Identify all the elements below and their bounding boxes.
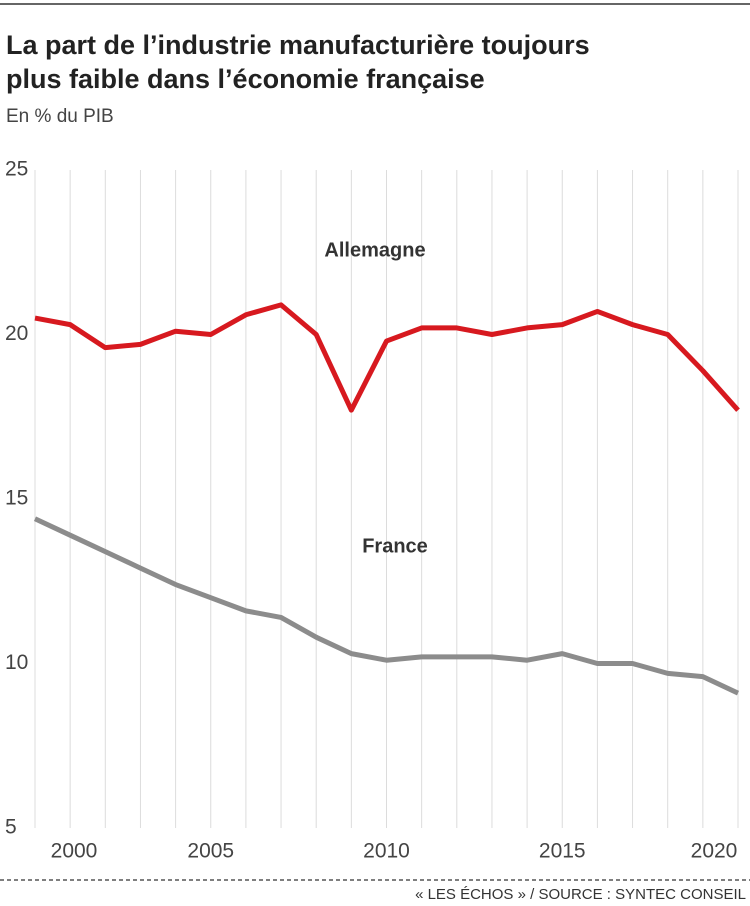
y-tick-label: 25 [5, 158, 28, 181]
chart-title: plus faible dans l’économie française [6, 64, 485, 94]
line [34, 302, 740, 413]
x-tick-label: 2010 [363, 840, 410, 863]
series-label: France [362, 535, 428, 557]
x-tick-label: 2015 [539, 840, 586, 863]
x-tick-label: 2005 [187, 840, 234, 863]
x-tick-label: 2020 [691, 840, 738, 863]
series-label: Allemagne [324, 239, 425, 261]
y-tick-label: 5 [5, 816, 17, 839]
y-tick-label: 15 [5, 487, 28, 510]
chart-subtitle: En % du PIB [6, 106, 114, 127]
line [33, 516, 740, 696]
y-tick-label: 10 [5, 651, 28, 674]
source: « LES ÉCHOS » / SOURCE : SYNTEC CONSEIL [415, 886, 746, 903]
chart-title: La part de l’industrie manufacturière to… [6, 30, 590, 60]
x-tick-label: 2000 [51, 840, 98, 863]
y-tick-label: 20 [5, 322, 28, 345]
